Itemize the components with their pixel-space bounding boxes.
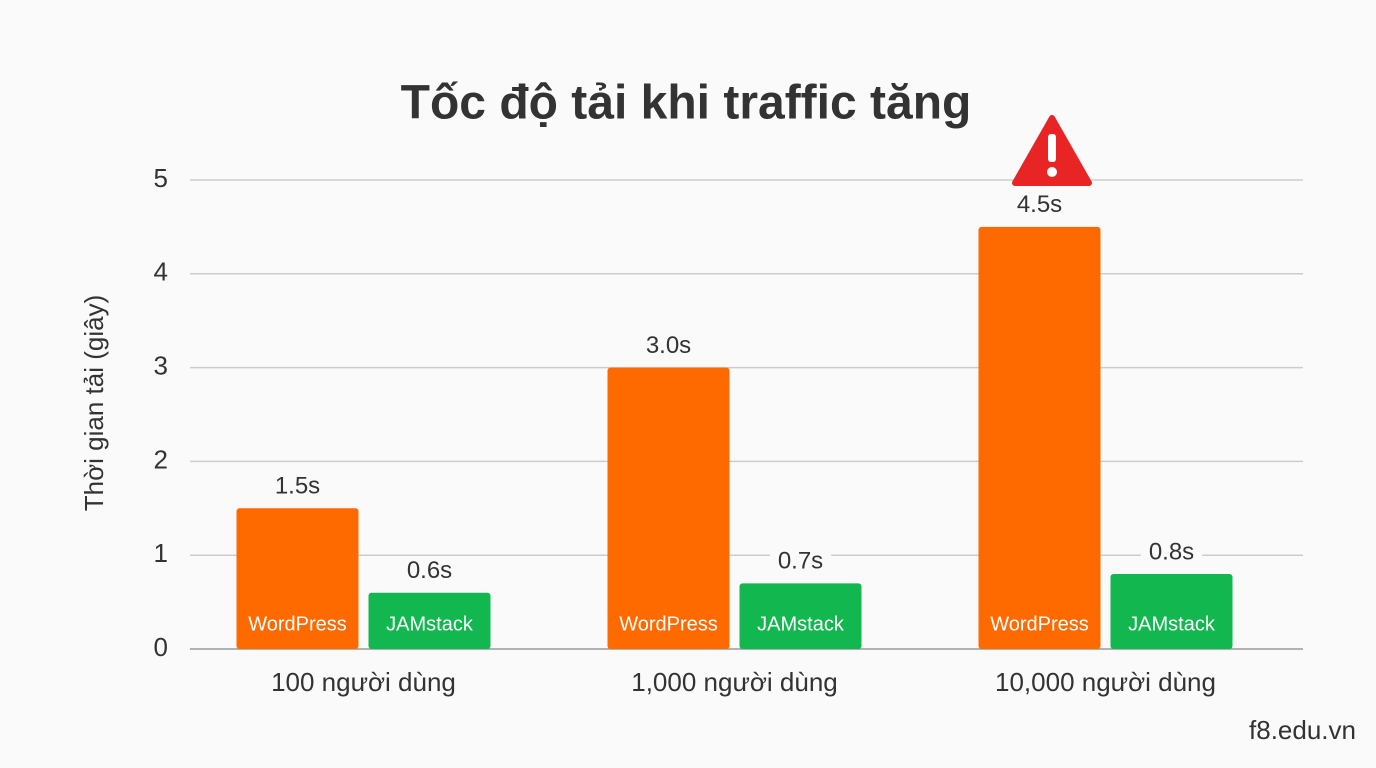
x-tick-label: 10,000 người dùng (995, 667, 1216, 697)
series-name: WordPress (990, 613, 1089, 635)
value-label: 4.5s (1017, 191, 1062, 218)
bar (368, 592, 491, 649)
bar (739, 583, 862, 649)
value-label: 3.0s (646, 332, 691, 359)
series-name: JAMstack (757, 613, 845, 635)
series-name: JAMstack (386, 613, 474, 635)
value-label: 1.5s (275, 473, 320, 500)
y-tick-label: 2 (154, 444, 168, 474)
y-tick-label: 4 (154, 257, 168, 287)
watermark: f8.edu.vn (1249, 715, 1356, 745)
bar (607, 367, 730, 649)
y-tick-label: 0 (154, 632, 168, 662)
y-tick-label: 5 (154, 163, 168, 193)
plot-area: 0 1 2 3 4 5 100 người dùng WordPress 1.5s JAMstac… (154, 163, 1303, 697)
x-tick-label: 1,000 người dùng (631, 667, 838, 697)
chart-title: Tốc độ tải khi traffic tăng (401, 77, 972, 130)
series-name: JAMstack (1128, 613, 1216, 635)
warning-icon (1012, 115, 1092, 186)
value-label-background (637, 331, 700, 359)
value-label: 0.6s (407, 557, 452, 584)
value-label-background (266, 472, 329, 500)
y-axis-title: Thời gian tải (giây) (79, 295, 109, 511)
value-label-background (1008, 191, 1071, 219)
x-tick-label: 100 người dùng (271, 667, 456, 697)
value-label-background (398, 557, 461, 585)
value-label: 0.8s (1149, 538, 1194, 565)
bar (1110, 573, 1233, 649)
y-tick-label: 3 (154, 350, 168, 380)
series-name: WordPress (248, 613, 347, 635)
bar (978, 226, 1101, 649)
value-label-background (769, 547, 832, 575)
series-name: WordPress (619, 613, 718, 635)
y-tick-label: 1 (154, 538, 168, 568)
value-label-background (1140, 538, 1203, 566)
value-label: 0.7s (778, 548, 823, 575)
bar (236, 508, 359, 649)
